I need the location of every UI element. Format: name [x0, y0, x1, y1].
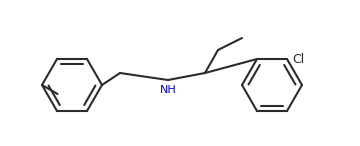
Text: Cl: Cl: [292, 53, 304, 66]
Text: NH: NH: [159, 85, 176, 95]
